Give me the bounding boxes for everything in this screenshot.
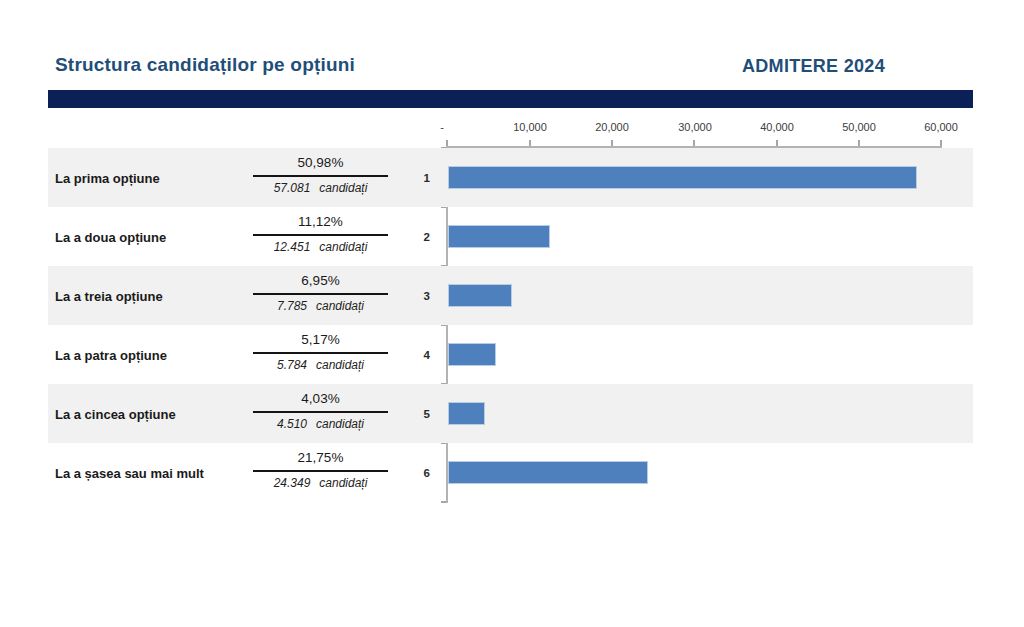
candidates-count: 7.785candidați (253, 295, 388, 313)
x-tick-label: 60,000 (910, 121, 972, 133)
fraction-block: 5,17% 5.784candidați (253, 332, 388, 372)
percent-value: 50,98% (253, 155, 388, 177)
chart-rows: La prima opțiune 50,98% 57.081candidați … (48, 148, 973, 502)
candidates-count: 24.349candidați (253, 472, 388, 490)
option-label: La a treia opțiune (55, 288, 163, 303)
percent-value: 4,03% (253, 391, 388, 413)
page-title: Structura candidaților pe opțiuni (55, 54, 355, 76)
category-number: 2 (406, 231, 430, 243)
x-tick-label: 10,000 (499, 121, 561, 133)
option-label: La a șasea sau mai mult (55, 465, 204, 480)
bar (448, 284, 512, 307)
bar (448, 225, 550, 248)
navy-divider-bar (48, 90, 973, 108)
axis-tick (940, 140, 942, 146)
axis-tick (858, 140, 860, 146)
axis-tick (446, 140, 448, 146)
chart-row: La a treia opțiune 6,95% 7.785candidați … (48, 266, 973, 325)
report-page: Structura candidaților pe opțiuni ADMITE… (0, 0, 1024, 627)
axis-tick (776, 140, 778, 146)
axis-tick (529, 140, 531, 146)
x-tick-label: 50,000 (828, 121, 890, 133)
category-number: 6 (406, 467, 430, 479)
percent-value: 21,75% (253, 450, 388, 472)
axis-tick (611, 140, 613, 146)
x-tick-label: 30,000 (664, 121, 726, 133)
x-tick-label: 40,000 (746, 121, 808, 133)
chart-row: La a patra opțiune 5,17% 5.784candidați … (48, 325, 973, 384)
x-tick-label: 20,000 (581, 121, 643, 133)
percent-value: 6,95% (253, 273, 388, 295)
bar (448, 461, 648, 484)
candidates-count: 4.510candidați (253, 413, 388, 431)
category-number: 4 (406, 349, 430, 361)
option-label: La a cincea opțiune (55, 406, 176, 421)
chart-row: La a cincea opțiune 4,03% 4.510candidați… (48, 384, 973, 443)
fraction-block: 11,12% 12.451candidați (253, 214, 388, 254)
candidates-count: 12.451candidați (253, 236, 388, 254)
chart-row: La a șasea sau mai mult 21,75% 24.349can… (48, 443, 973, 502)
category-number: 1 (406, 172, 430, 184)
option-label: La prima opțiune (55, 170, 160, 185)
header-right-title: ADMITERE 2024 (742, 56, 885, 77)
fraction-block: 50,98% 57.081candidați (253, 155, 388, 195)
fraction-block: 6,95% 7.785candidați (253, 273, 388, 313)
candidates-count: 5.784candidați (253, 354, 388, 372)
category-number: 5 (406, 408, 430, 420)
bar (448, 402, 485, 425)
chart-row: La prima opțiune 50,98% 57.081candidați … (48, 148, 973, 207)
axis-tick (693, 140, 695, 146)
candidates-count: 57.081candidați (253, 177, 388, 195)
option-label: La a doua opțiune (55, 229, 166, 244)
bar (448, 343, 496, 366)
chart-row: La a doua opțiune 11,12% 12.451candidați… (48, 207, 973, 266)
fraction-block: 21,75% 24.349candidați (253, 450, 388, 490)
fraction-block: 4,03% 4.510candidați (253, 391, 388, 431)
category-number: 3 (406, 290, 430, 302)
percent-value: 5,17% (253, 332, 388, 354)
x-tick-label: - (411, 121, 473, 133)
percent-value: 11,12% (253, 214, 388, 236)
option-label: La a patra opțiune (55, 347, 167, 362)
bar (448, 166, 917, 189)
